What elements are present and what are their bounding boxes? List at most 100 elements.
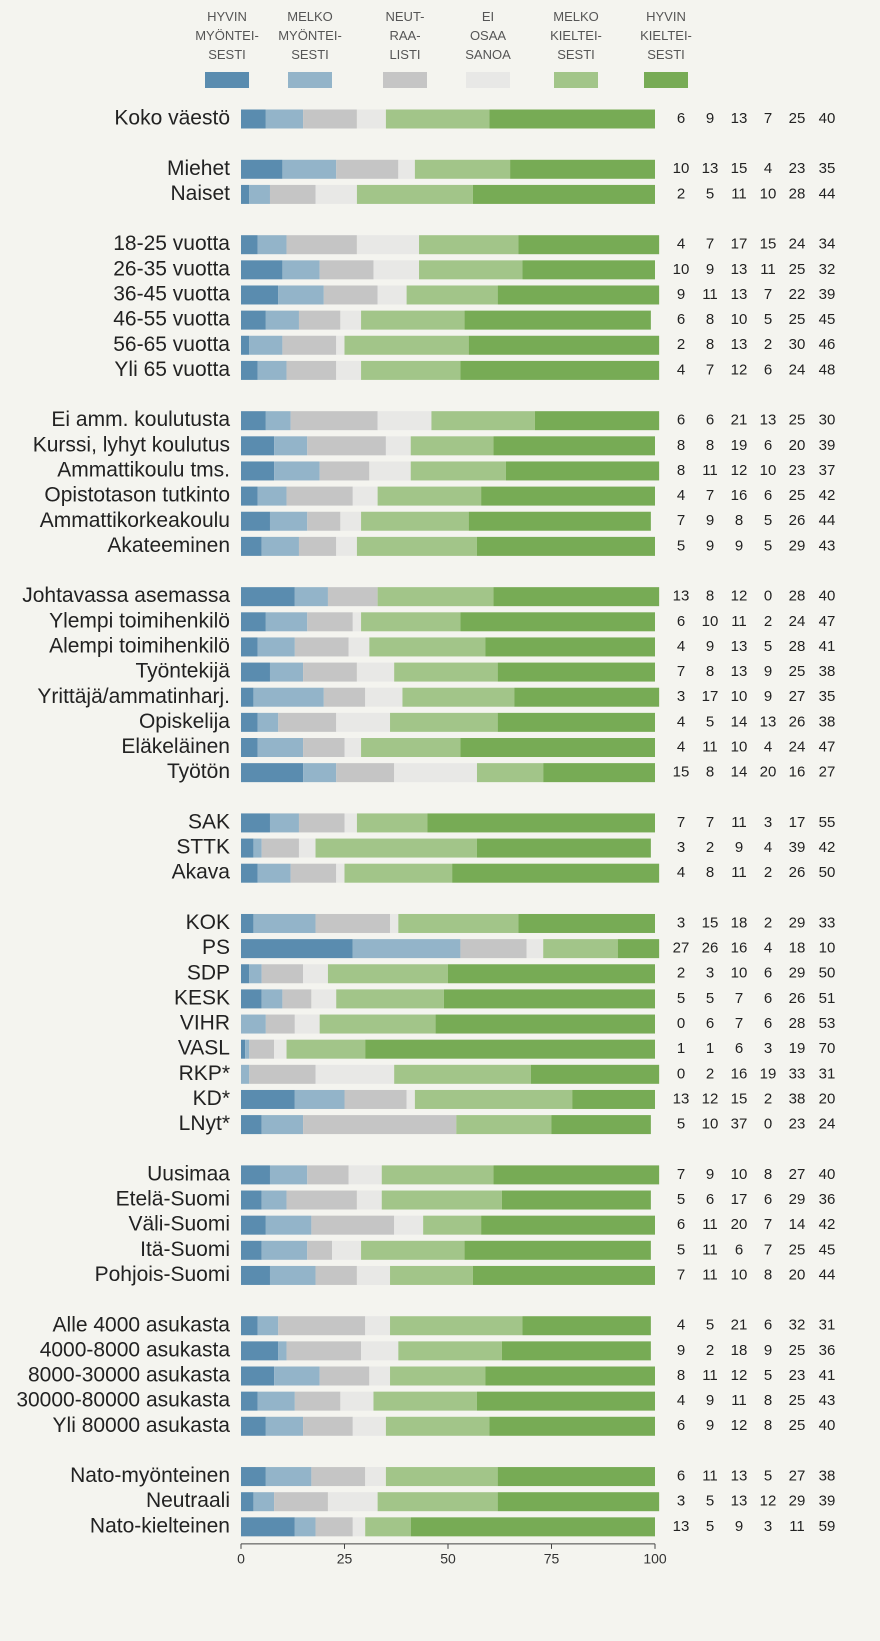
- bar-segment: [352, 612, 362, 632]
- value-label: 4: [677, 864, 685, 881]
- x-tick-label: 100: [643, 1551, 667, 1567]
- value-label: 11: [702, 1468, 718, 1485]
- bar-segment: [344, 1089, 407, 1109]
- value-label: 7: [677, 1166, 685, 1183]
- legend-label: MELKO MYÖNTEI-SESTI: [278, 9, 342, 62]
- value-label: 5: [764, 311, 772, 328]
- category-label: Neutraali: [146, 1489, 230, 1512]
- value-label: 13: [673, 588, 690, 605]
- bar-segment: [241, 411, 266, 431]
- value-label: 5: [677, 537, 685, 554]
- bar-segment: [356, 813, 428, 833]
- bar-segment: [518, 235, 660, 255]
- bar-segment: [241, 1240, 262, 1260]
- value-label: 13: [731, 286, 748, 303]
- bar-segment: [257, 738, 304, 757]
- value-label: 5: [706, 713, 714, 730]
- bar-segment: [307, 1240, 333, 1260]
- bar-segment: [269, 1265, 316, 1285]
- value-label: 4: [677, 487, 685, 504]
- bar-segment: [241, 1190, 262, 1210]
- value-label: 5: [764, 1367, 772, 1384]
- value-label: 4: [677, 1392, 685, 1409]
- bar-segment: [336, 863, 345, 883]
- bar-segment: [249, 1039, 275, 1059]
- value-label: 9: [764, 1342, 772, 1359]
- bar-segment: [241, 612, 266, 632]
- bar-segment: [261, 1115, 304, 1135]
- category-label: Etelä-Suomi: [116, 1188, 230, 1211]
- bar-segment: [344, 738, 362, 757]
- bar-segment: [257, 486, 287, 506]
- value-label: 9: [706, 638, 714, 655]
- bar-segment: [274, 436, 308, 456]
- category-label: 36-45 vuotta: [113, 283, 230, 306]
- value-label: 26: [789, 864, 806, 881]
- bar-segment: [361, 310, 465, 330]
- value-label: 8: [677, 1367, 685, 1384]
- value-label: 18: [731, 914, 748, 931]
- bar-segment: [460, 939, 527, 959]
- bar-segment: [344, 335, 469, 355]
- category-label: Naiset: [170, 182, 230, 205]
- value-label: 38: [789, 1090, 806, 1107]
- bar-segment: [476, 763, 544, 783]
- bar-segment: [241, 1391, 258, 1411]
- bar-segment: [249, 184, 270, 204]
- value-label: 34: [819, 236, 836, 253]
- value-label: 10: [731, 1166, 748, 1183]
- bar-segment: [265, 1215, 312, 1235]
- value-label: 20: [731, 1216, 748, 1233]
- bar-segment: [319, 1366, 370, 1386]
- value-label: 16: [731, 487, 748, 504]
- bar-segment: [315, 913, 391, 933]
- value-label: 41: [819, 638, 836, 655]
- value-label: 13: [673, 1518, 690, 1535]
- value-label: 9: [735, 537, 743, 554]
- value-label: 3: [677, 839, 685, 856]
- bar-segment: [311, 1215, 395, 1235]
- bar-segment: [269, 1165, 308, 1185]
- category-label: 8000-30000 asukasta: [28, 1364, 230, 1387]
- bar-segment: [241, 687, 254, 707]
- bar-segment: [493, 436, 655, 456]
- value-label: 25: [789, 487, 806, 504]
- legend-item: HYVIN KIELTEI-SESTI: [640, 9, 692, 88]
- bar-segment: [307, 511, 341, 531]
- bar-segment: [241, 285, 279, 305]
- bar-segment: [265, 1014, 295, 1034]
- bar-segment: [390, 1316, 523, 1336]
- bar-segment: [543, 763, 655, 783]
- value-label: 48: [819, 361, 836, 378]
- bar-segment: [241, 511, 270, 531]
- value-label: 7: [764, 286, 772, 303]
- value-label: 15: [702, 914, 719, 931]
- bar-segment: [402, 687, 515, 707]
- value-label: 29: [789, 965, 806, 982]
- bar-segment: [274, 1366, 320, 1386]
- value-label: 7: [764, 1241, 772, 1258]
- value-label: 13: [731, 1468, 748, 1485]
- bar-segment: [269, 511, 308, 531]
- value-label: 45: [819, 1241, 836, 1258]
- value-label: 6: [706, 1015, 714, 1032]
- value-label: 0: [764, 1116, 772, 1133]
- bar-segment: [265, 1467, 312, 1487]
- category-label: SDP: [187, 961, 230, 984]
- bar-segment: [476, 1391, 655, 1411]
- value-label: 17: [731, 236, 748, 253]
- bar-segment: [485, 1366, 655, 1386]
- bar-segment: [323, 687, 366, 707]
- value-label: 39: [789, 839, 806, 856]
- category-label: Ammattikorkeakoulu: [40, 509, 230, 532]
- value-label: 25: [789, 1417, 806, 1434]
- bar-segment: [460, 612, 655, 632]
- bar-segment: [311, 989, 337, 1009]
- value-label: 14: [789, 1216, 806, 1233]
- bar-segment: [356, 235, 420, 255]
- value-label: 16: [789, 764, 806, 781]
- bar-segment: [269, 662, 304, 682]
- value-label: 24: [789, 613, 806, 630]
- value-label: 44: [819, 512, 836, 529]
- value-label: 6: [735, 1040, 743, 1057]
